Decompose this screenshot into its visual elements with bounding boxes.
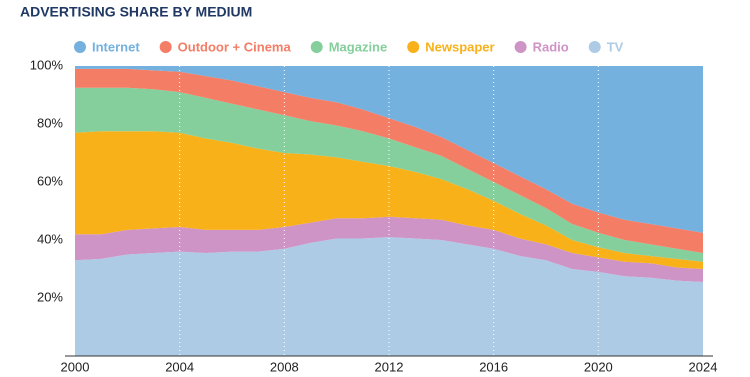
- legend-marker: [74, 41, 86, 53]
- legend-label: TV: [607, 39, 624, 54]
- legend-marker: [159, 41, 172, 53]
- legend-marker: [407, 41, 420, 53]
- area: [75, 237, 703, 356]
- legend-marker: [514, 41, 527, 53]
- y-tick-label: 20%: [37, 289, 63, 304]
- legend-label: Internet: [92, 39, 140, 54]
- x-tick-label: 2012: [375, 359, 404, 374]
- y-tick-label: 60%: [37, 173, 63, 188]
- y-tick-label: 40%: [37, 231, 63, 246]
- legend-label: Outdoor + Cinema: [178, 39, 292, 54]
- area: [75, 68, 703, 254]
- x-tick-label: 2008: [270, 359, 299, 374]
- x-tick-label: 2024: [689, 359, 718, 374]
- y-tick-label: 80%: [37, 115, 63, 130]
- legend-label: Newspaper: [425, 39, 494, 54]
- x-tick-label: 2020: [584, 359, 613, 374]
- y-tick-label: 100%: [30, 57, 64, 72]
- area: [75, 131, 703, 269]
- chart-title: ADVERTISING SHARE BY MEDIUM: [20, 4, 252, 20]
- legend-marker: [588, 41, 601, 53]
- x-tick-label: 2000: [61, 359, 90, 374]
- legend-marker: [310, 41, 323, 53]
- x-tick-label: 2016: [479, 359, 508, 374]
- legend-label: Magazine: [329, 39, 388, 54]
- area: [75, 87, 703, 262]
- x-tick-label: 2004: [165, 359, 194, 374]
- area: [75, 216, 703, 283]
- legend-label: Radio: [533, 39, 569, 54]
- area: [75, 66, 703, 233]
